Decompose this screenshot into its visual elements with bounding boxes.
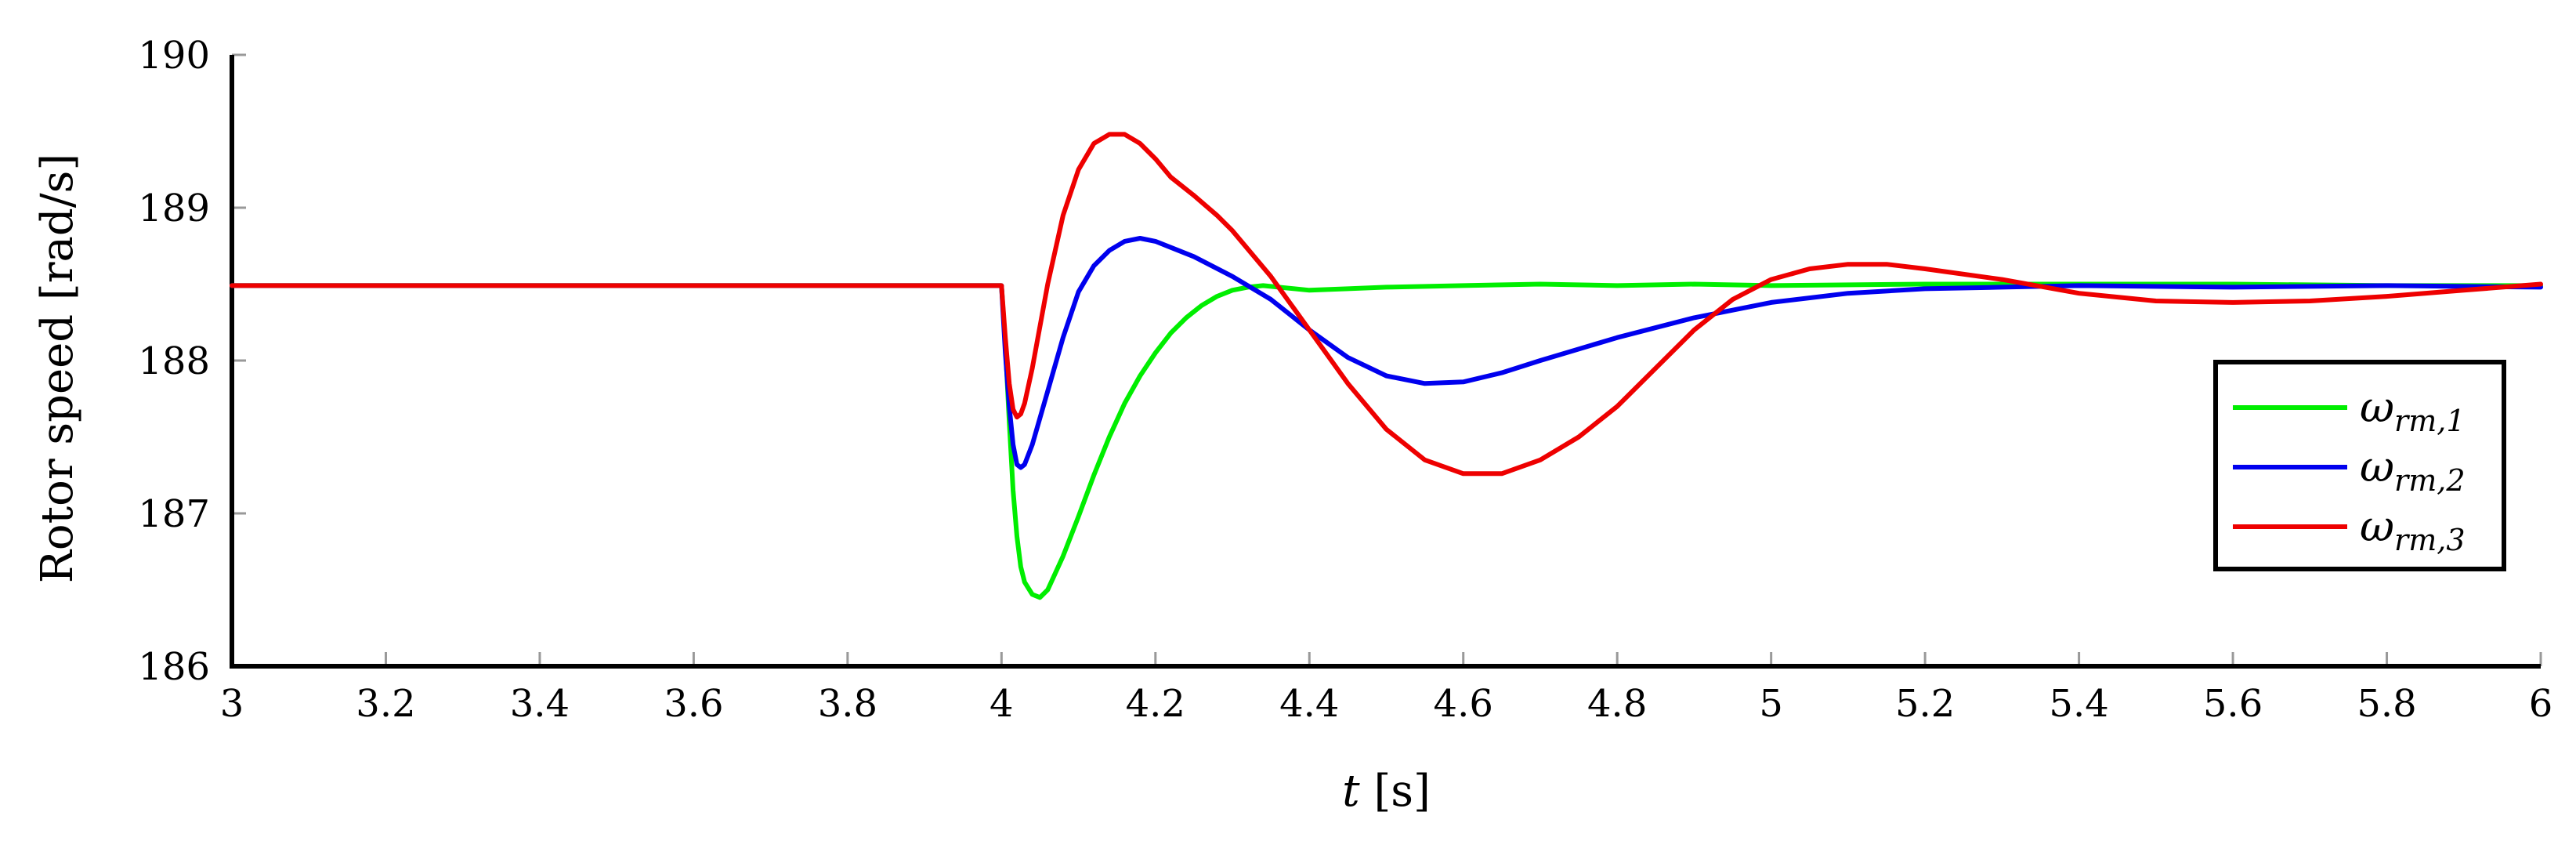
legend-subscript: rm,2: [2394, 463, 2465, 498]
x-tick-label: 4.8: [1587, 682, 1647, 726]
series-line-1: [230, 281, 2543, 600]
legend-symbol: ω: [2360, 382, 2394, 432]
x-tick-label: 4.2: [1126, 682, 1185, 726]
x-tick-label: 3.8: [818, 682, 877, 726]
x-tick-label: 3.2: [356, 682, 415, 726]
y-tick-label: 190: [138, 34, 210, 78]
legend-symbol: ω: [2360, 502, 2394, 551]
legend-label-1: ωrm,1: [2360, 382, 2466, 438]
x-axis-title: t [s]: [1342, 766, 1431, 817]
x-tick-label: 3: [220, 682, 244, 726]
x-tick-label: 3.4: [510, 682, 570, 726]
y-tick-label: 188: [138, 339, 210, 383]
legend-label-2: ωrm,2: [2360, 442, 2466, 498]
x-tick-label: 5.6: [2203, 682, 2263, 726]
series-line-3: [230, 132, 2543, 477]
legend-label-3: ωrm,3: [2360, 502, 2466, 557]
legend-subscript: rm,1: [2394, 404, 2465, 438]
legend-subscript: rm,3: [2394, 523, 2465, 557]
series-line-2: [230, 236, 2543, 470]
y-axis-title: Rotor speed [rad/s]: [32, 154, 83, 584]
x-tick-label: 4.4: [1279, 682, 1339, 726]
y-tick-label: 186: [138, 645, 210, 689]
x-tick-label: 5.2: [1895, 682, 1955, 726]
x-axis-variable: t: [1342, 766, 1360, 817]
x-tick-label: 6: [2529, 682, 2553, 726]
x-tick-label: 5: [1759, 682, 1783, 726]
x-tick-label: 3.6: [664, 682, 723, 726]
x-tick-label: 5.4: [2049, 682, 2108, 726]
legend-symbol: ω: [2360, 442, 2394, 491]
x-tick-label: 5.8: [2357, 682, 2416, 726]
y-tick-label: 189: [138, 187, 210, 230]
x-tick-label: 4.6: [1434, 682, 1493, 726]
x-axis-unit: [s]: [1360, 766, 1431, 817]
x-tick-label: 4: [990, 682, 1014, 726]
y-tick-label: 187: [138, 492, 210, 536]
